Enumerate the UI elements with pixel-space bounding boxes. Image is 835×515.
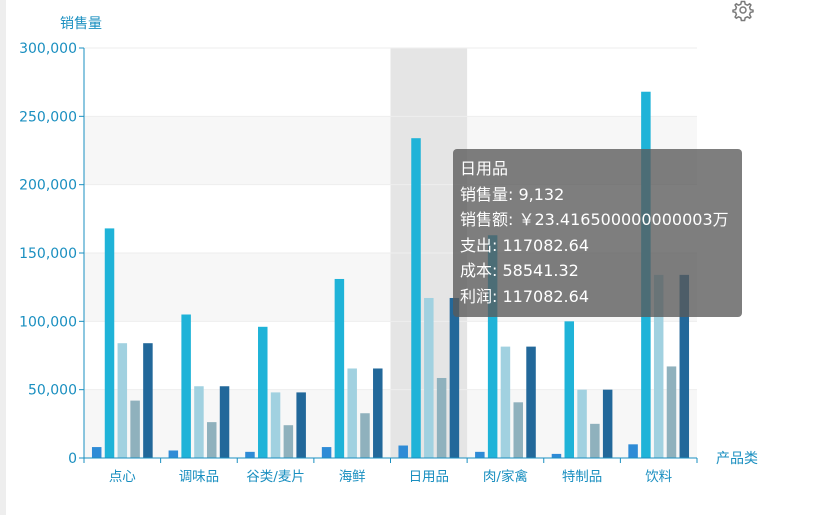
tooltip-line-sales-volume: 销售量: 9,132 [460,184,565,204]
y-tick-label: 150,000 [19,246,77,262]
bar [564,321,575,458]
bar [194,386,204,458]
x-tick-labels: 点心 调味品 谷类/麦片 海鲜 日用品 肉/家禽 特制品 饮料 [109,468,673,485]
bar [487,235,498,458]
bar [411,138,421,458]
x-tick-label: 肉/家禽 [483,468,529,485]
bar [666,366,677,458]
x-axis-label: 产品类 [716,451,758,467]
bar [513,402,523,458]
tooltip: 日用品 销售量: 9,132 销售额: ￥23.416500000000003万… [453,149,742,317]
y-tick-label: 200,000 [19,178,77,194]
bar [206,422,217,458]
bar [270,392,281,458]
y-tick-label: 300,000 [19,41,77,57]
bar [653,274,664,458]
bar [245,451,255,458]
tooltip-line-cost: 成本: 58541.32 [460,261,579,280]
y-tick-label: 100,000 [19,314,77,330]
tooltip-line-expense: 支出: 117082.64 [460,235,590,255]
tooltip-line-profit: 利润: 117082.64 [460,286,590,306]
bar [526,346,536,458]
bar [628,444,638,458]
bar [436,377,447,458]
bar [117,343,128,458]
y-tick-labels: 0 50,000 100,000 150,000 200,000 250,000 300,0… [19,41,77,467]
y-tick-label: 250,000 [19,109,77,125]
bar [577,389,587,458]
bar [590,423,600,458]
y-axis-label: 销售量 [60,16,102,32]
bar [475,451,485,458]
y-tick-label: 0 [68,451,77,467]
gear-icon[interactable] [731,0,755,22]
axes [79,47,698,463]
x-tick-label: 海鲜 [339,469,366,485]
bar [398,445,408,458]
bar [168,450,179,458]
bar [347,368,357,458]
x-tick-label: 谷类/麦片 [246,469,305,485]
tooltip-title: 日用品 [460,159,509,178]
bar [602,389,613,458]
bar [296,392,306,458]
x-tick-label: 点心 [109,469,136,485]
bar [104,228,115,458]
bar [321,447,332,458]
tooltip-line-sales-amount: 销售额: ￥23.416500000000003万 [460,210,729,229]
bar [219,386,230,458]
bar [373,368,383,458]
bar [424,297,434,458]
bar [258,326,268,458]
x-tick-label: 特制品 [562,469,603,485]
bar [679,274,690,458]
bar [91,447,102,458]
bar [130,400,140,458]
bar [181,314,191,458]
bar [283,425,294,458]
y-tick-label: 50,000 [28,383,77,399]
bar [334,278,345,458]
bar [143,343,153,458]
bar [449,297,460,458]
bar [500,346,511,458]
left-edge-strip [0,0,6,515]
x-tick-label: 调味品 [179,469,220,485]
bar [360,413,370,458]
x-tick-label: 日用品 [409,469,450,485]
x-tick-label: 饮料 [645,469,673,485]
bar [551,453,562,458]
